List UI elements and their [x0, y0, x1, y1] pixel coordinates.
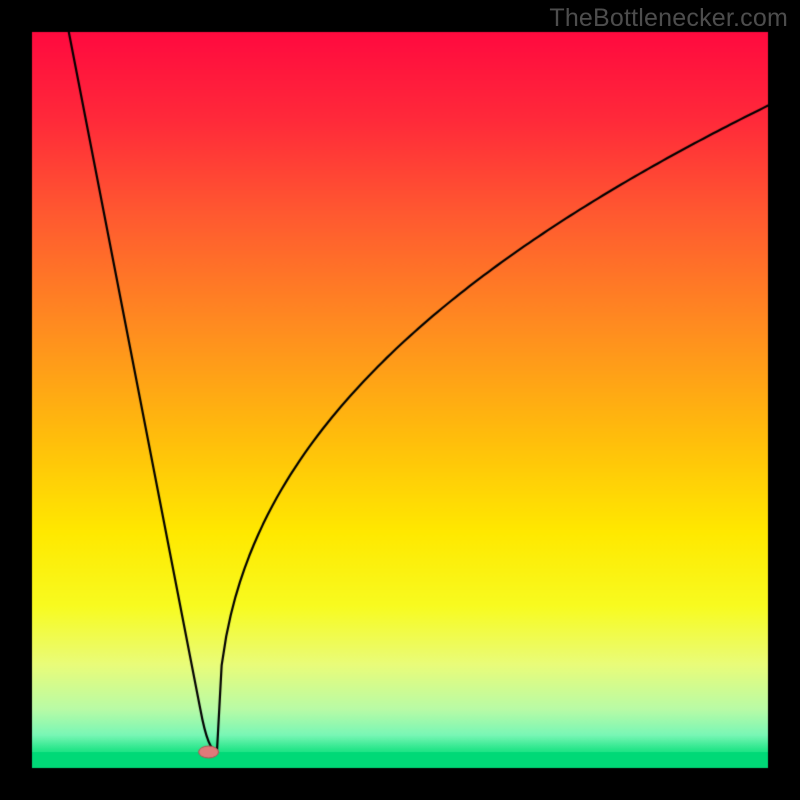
bottleneck-chart-canvas [0, 0, 800, 800]
chart-container: { "watermark": { "text": "TheBottlenecke… [0, 0, 800, 800]
